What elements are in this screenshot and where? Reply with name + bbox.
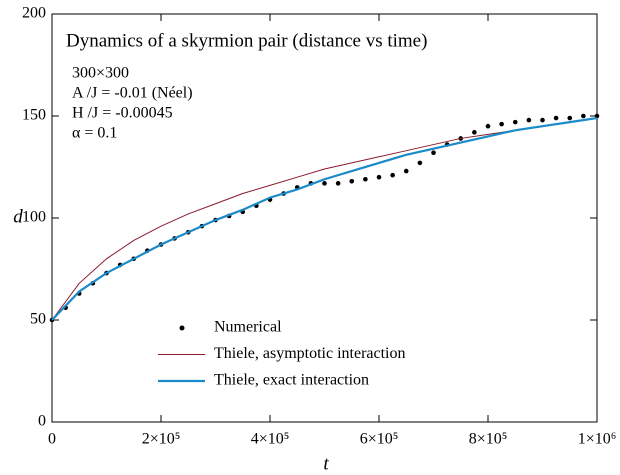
data-point	[540, 117, 545, 123]
y-tick-label: 50	[30, 311, 46, 328]
legend-label: Thiele, asymptotic interaction	[214, 345, 406, 362]
x-tick-label: 0	[48, 431, 56, 448]
data-point	[553, 115, 559, 121]
data-point	[581, 113, 586, 119]
data-point	[567, 115, 573, 121]
chart-title: Dynamics of a skyrmion pair (distance vs…	[66, 30, 427, 51]
y-tick-label: 200	[22, 5, 46, 22]
annotation: 300×300	[72, 65, 129, 82]
data-point	[390, 172, 395, 178]
data-point	[431, 150, 436, 156]
data-point	[376, 174, 382, 180]
legend-symbol	[179, 325, 185, 331]
annotation: H /J = -0.00045	[72, 105, 173, 122]
y-tick-label: 0	[38, 413, 46, 430]
x-tick-label: 2×10⁵	[142, 431, 181, 448]
data-point	[363, 176, 368, 182]
x-tick-label: 6×10⁵	[360, 431, 399, 448]
legend-label: Thiele, exact interaction	[214, 372, 369, 389]
x-tick-label: 1×10⁶	[578, 431, 617, 448]
y-tick-label: 100	[22, 209, 46, 226]
annotation: A /J = -0.01 (Néel)	[72, 85, 193, 102]
x-axis-label: t	[323, 453, 329, 474]
data-point	[403, 168, 409, 174]
data-point	[485, 123, 491, 129]
data-point	[526, 117, 532, 123]
line-series	[51, 117, 598, 321]
data-point	[499, 121, 504, 127]
data-point	[417, 160, 423, 166]
x-tick-label: 8×10⁵	[469, 431, 508, 448]
legend-label: Numerical	[214, 319, 282, 336]
data-point	[322, 181, 327, 186]
data-point	[349, 178, 355, 184]
data-point	[472, 130, 477, 135]
data-point	[512, 119, 518, 125]
y-tick-label: 150	[22, 107, 46, 124]
x-tick-label: 4×10⁵	[251, 431, 290, 448]
line-series	[51, 116, 598, 321]
data-point	[335, 181, 341, 186]
annotation: α = 0.1	[72, 125, 117, 142]
y-axis-label: d	[13, 206, 23, 227]
